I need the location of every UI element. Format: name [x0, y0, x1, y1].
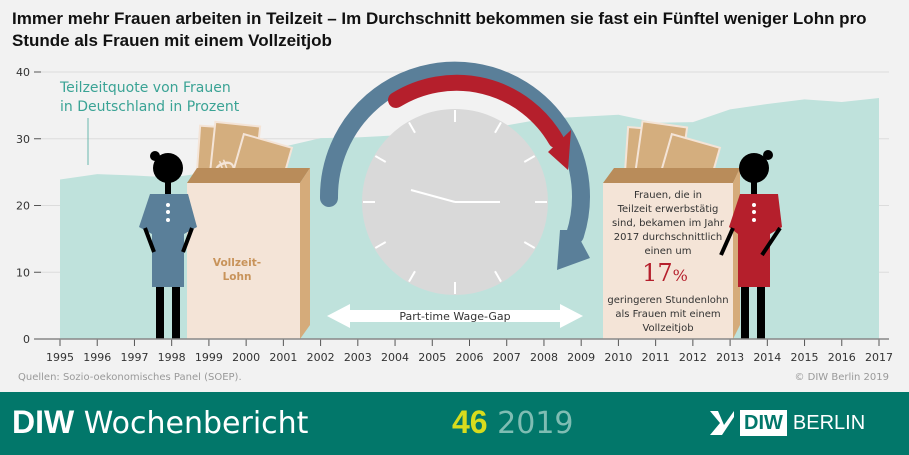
series-label-line2: in Deutschland in Prozent — [60, 99, 240, 115]
y-tick-label: 10 — [16, 266, 30, 279]
x-tick-label: 2013 — [716, 351, 744, 364]
footer-banner: DIW Wochenbericht 46 2019 DIW BERLIN — [0, 392, 909, 455]
fulltime-wage-box: € Vollzeit- Lohn — [187, 120, 310, 339]
x-tick-label: 2015 — [791, 351, 819, 364]
box-text-line: Frauen, die in — [634, 190, 702, 201]
clock-tick — [374, 241, 387, 249]
x-tick-label: 1999 — [195, 351, 223, 364]
percent-value: 17% — [642, 259, 688, 287]
x-tick-label: 2009 — [567, 351, 595, 364]
woman-parttime-figure — [719, 150, 782, 339]
x-tick-label: 2010 — [604, 351, 632, 364]
red-arrow-head — [548, 130, 571, 170]
x-tick-label: 2003 — [344, 351, 372, 364]
y-tick-label: 0 — [23, 333, 30, 346]
clock-tick — [494, 121, 502, 134]
issue-number: 46 2019 — [452, 404, 574, 441]
box-text-line: geringeren Stundenlohn — [607, 295, 728, 306]
x-tick-label: 2002 — [307, 351, 335, 364]
y-tick-label: 30 — [16, 133, 30, 146]
box-text-line: 2017 durchschnittlich — [614, 232, 722, 243]
parttime-wage-box: Frauen, die in Teilzeit erwerbstätig sin… — [603, 120, 740, 339]
red-arrow-arc — [388, 74, 564, 148]
copyright: © DIW Berlin 2019 — [794, 372, 889, 383]
clock-tick — [374, 155, 387, 163]
x-tick-label: 2006 — [456, 351, 484, 364]
x-tick-label: 1995 — [46, 351, 74, 364]
source-note: Quellen: Sozio-oekonomisches Panel (SOEP… — [18, 372, 242, 383]
y-tick-label: 40 — [16, 66, 30, 79]
clock-tick — [494, 270, 502, 283]
x-tick-label: 2005 — [418, 351, 446, 364]
box-text-line: einen um — [644, 246, 691, 257]
x-tick-label: 2011 — [642, 351, 670, 364]
box-text-line: sind, bekamen im Jahr — [612, 218, 725, 229]
x-tick-label: 1996 — [83, 351, 111, 364]
box-text-line: Teilzeit erwerbstätig — [617, 204, 719, 215]
box-text-line: als Frauen mit einem — [615, 309, 720, 320]
diw-berlin-logo: DIW BERLIN — [710, 409, 865, 437]
clock-tick — [523, 241, 536, 249]
y-axis: 0 10 20 30 40 — [16, 66, 41, 346]
clock-tick — [523, 155, 536, 163]
x-tick-label: 2012 — [679, 351, 707, 364]
x-tick-label: 2007 — [493, 351, 521, 364]
x-tick-label: 2000 — [232, 351, 260, 364]
x-tick-label: 1998 — [158, 351, 186, 364]
wage-gap-label: Part-time Wage-Gap — [399, 310, 510, 323]
x-tick-label: 2004 — [381, 351, 409, 364]
chart-title: Immer mehr Frauen arbeiten in Teilzeit –… — [12, 9, 867, 50]
x-tick-label: 2017 — [865, 351, 893, 364]
blue-arrow-arc — [319, 61, 590, 244]
chart: Teilzeitquote von Frauen in Deutschland … — [16, 61, 893, 383]
series-label-line1: Teilzeitquote von Frauen — [59, 80, 231, 96]
x-tick-label: 2016 — [828, 351, 856, 364]
blue-arrow-head — [557, 230, 590, 270]
clock-illustration — [319, 61, 590, 295]
clock-tick — [408, 121, 416, 134]
box-label-line1: Vollzeit- — [213, 257, 261, 269]
publication-title: DIW Wochenbericht — [12, 404, 309, 441]
x-tick-label: 2008 — [530, 351, 558, 364]
x-tick-label: 2001 — [269, 351, 297, 364]
box-label-line2: Lohn — [223, 271, 252, 283]
diw-logo-mark-icon — [710, 411, 734, 435]
woman-fulltime-figure — [139, 151, 197, 339]
x-tick-label: 2014 — [753, 351, 781, 364]
y-tick-label: 20 — [16, 200, 30, 213]
x-axis: 1995 1996 1997 1998 1999 2000 2001 2002 2003 2004… — [46, 339, 893, 364]
wage-gap-arrow: Part-time Wage-Gap — [327, 304, 583, 328]
x-tick-label: 1997 — [120, 351, 148, 364]
box-text-line: Vollzeitjob — [642, 323, 693, 334]
clock-tick — [408, 270, 416, 283]
clock-hour-hand — [410, 189, 456, 203]
